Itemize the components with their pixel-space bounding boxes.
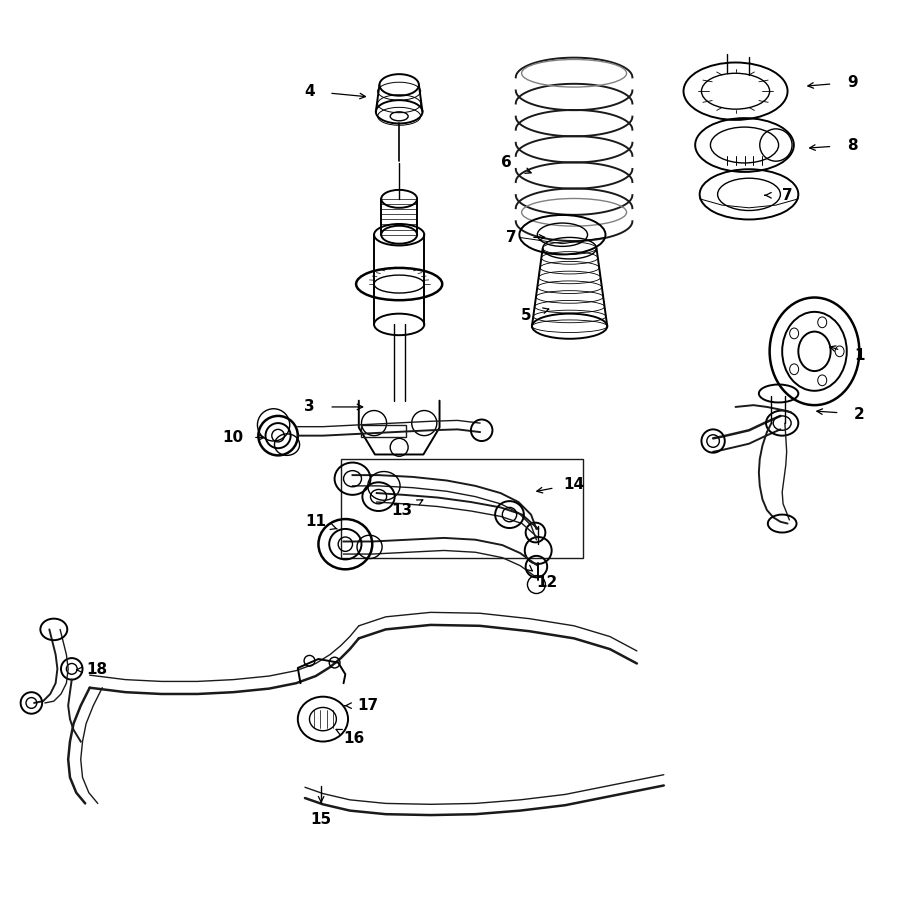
Text: 14: 14 — [563, 477, 585, 491]
Text: 7: 7 — [506, 230, 517, 245]
Text: 13: 13 — [391, 503, 413, 518]
Text: 16: 16 — [344, 732, 365, 746]
Text: 8: 8 — [847, 138, 858, 152]
Text: 1: 1 — [854, 348, 865, 364]
Text: 12: 12 — [536, 575, 558, 590]
Bar — [361, 425, 406, 437]
Text: 11: 11 — [305, 514, 327, 529]
Text: 4: 4 — [304, 84, 315, 99]
Text: 17: 17 — [357, 698, 379, 713]
Text: 15: 15 — [310, 812, 332, 827]
Text: 6: 6 — [501, 156, 512, 170]
Text: 18: 18 — [86, 662, 108, 678]
Text: 10: 10 — [222, 430, 244, 445]
Text: 7: 7 — [782, 188, 793, 202]
Text: 9: 9 — [847, 75, 858, 90]
Bar — [341, 459, 583, 558]
Text: 2: 2 — [854, 407, 865, 421]
Text: 5: 5 — [521, 308, 532, 323]
Text: 3: 3 — [304, 400, 315, 414]
